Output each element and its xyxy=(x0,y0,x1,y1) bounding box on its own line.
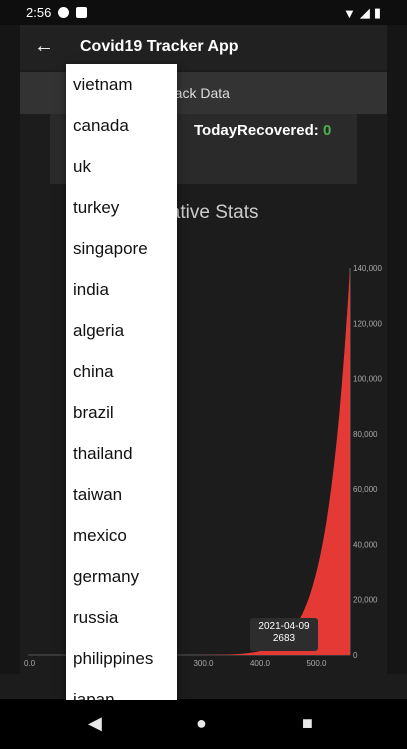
cumulative-stats-title: ulative Stats xyxy=(155,202,259,223)
y-tick-label: 40,000 xyxy=(353,540,378,549)
sd-card-icon xyxy=(76,7,87,18)
dropdown-item-uk[interactable]: uk xyxy=(73,157,91,176)
signal-icon: ◢ xyxy=(359,5,370,20)
x-tick-label: 0.0 xyxy=(24,659,36,668)
track-data-label: rack Data xyxy=(170,85,230,101)
dropdown-item-vietnam[interactable]: vietnam xyxy=(73,75,133,94)
y-tick-label: 20,000 xyxy=(353,596,378,605)
recents-nav-icon[interactable]: ■ xyxy=(302,713,313,733)
country-dropdown[interactable]: vietnam canada uk turkey singapore india alger… xyxy=(66,64,177,700)
dropdown-item-japan[interactable]: japan xyxy=(73,690,115,700)
dropdown-item-algeria[interactable]: algeria xyxy=(73,321,125,340)
y-tick-label: 140,000 xyxy=(353,264,382,273)
app-title: Covid19 Tracker App xyxy=(80,38,239,55)
back-arrow-icon[interactable]: ← xyxy=(34,35,54,57)
navigation-bar: ◀ ● ■ xyxy=(0,699,407,749)
dropdown-item-thailand[interactable]: thailand xyxy=(73,444,133,463)
dropdown-item-canada[interactable]: canada xyxy=(73,116,129,135)
dropdown-item-india[interactable]: india xyxy=(73,280,109,299)
status-time: 2:56 xyxy=(26,5,52,20)
tooltip-date: 2021-04-09 xyxy=(258,621,310,632)
dropdown-item-china[interactable]: china xyxy=(73,362,114,381)
dropdown-item-philippines[interactable]: philippines xyxy=(73,649,154,668)
y-tick-label: 120,000 xyxy=(353,319,382,328)
dropdown-item-russia[interactable]: russia xyxy=(73,608,119,627)
dropdown-item-taiwan[interactable]: taiwan xyxy=(73,485,123,504)
chart-tooltip: 2021-04-09 2683 xyxy=(250,618,318,651)
home-nav-icon[interactable]: ● xyxy=(196,713,207,733)
y-tick-label: 80,000 xyxy=(353,430,378,439)
wifi-icon: ▼ xyxy=(342,5,356,21)
y-tick-label: 60,000 xyxy=(353,485,378,494)
today-recovered-value: 0 xyxy=(322,122,332,139)
frame-right xyxy=(387,25,407,674)
x-tick-label: 500.0 xyxy=(306,659,327,668)
tooltip-value: 2683 xyxy=(272,633,296,644)
notification-icon xyxy=(58,7,69,18)
x-tick-label: 400.0 xyxy=(250,659,271,668)
x-tick-label: 300.0 xyxy=(193,659,214,668)
battery-icon: ▮ xyxy=(373,5,381,20)
back-nav-icon[interactable]: ◀ xyxy=(88,713,102,733)
status-bar: 2:56 ▼ ◢ ▮ xyxy=(0,0,407,25)
y-tick-label: 0 xyxy=(353,651,358,660)
today-recovered-label: TodayRecovered: 0 xyxy=(194,122,332,139)
dropdown-item-germany[interactable]: germany xyxy=(73,567,140,586)
dropdown-item-singapore[interactable]: singapore xyxy=(73,239,148,258)
app-bar: ← Covid19 Tracker App xyxy=(20,25,387,70)
frame-left xyxy=(0,25,20,674)
dropdown-item-turkey[interactable]: turkey xyxy=(73,198,120,217)
status-indicators: ▼ ◢ ▮ xyxy=(343,5,381,21)
dropdown-item-mexico[interactable]: mexico xyxy=(73,526,127,545)
y-tick-label: 100,000 xyxy=(353,375,382,384)
dropdown-item-brazil[interactable]: brazil xyxy=(73,403,114,422)
